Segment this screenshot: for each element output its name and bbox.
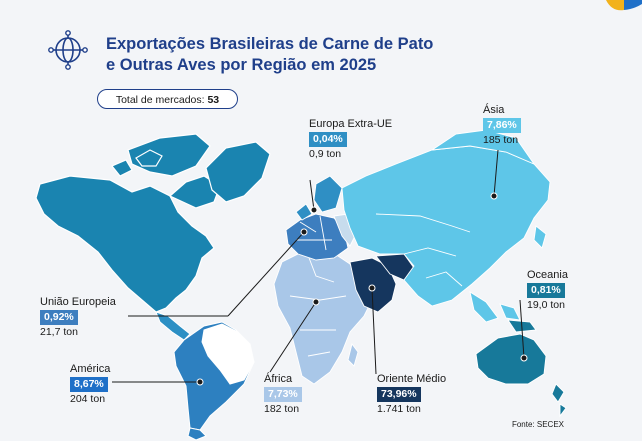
title-line-2: e Outras Aves por Região em 2025 — [106, 56, 377, 74]
total-markets-label: Total de mercados: — [115, 94, 205, 106]
callout-uniao-europeia: União Europeia 0,92% 21,7 ton — [40, 296, 116, 338]
callout-leaders — [112, 149, 525, 383]
region-share-badge: 0,81% — [527, 283, 565, 298]
marker-oceania — [520, 354, 528, 362]
callout-markers — [196, 192, 528, 386]
region-tons: 19,0 ton — [527, 299, 565, 311]
source-note: Fonte: SECEX — [511, 420, 564, 429]
marker-america — [196, 378, 204, 386]
region-tons: 1.741 ton — [377, 403, 421, 415]
region-tons: 182 ton — [264, 403, 300, 415]
region-share-badge: 7,73% — [264, 387, 302, 402]
marker-africa — [312, 298, 320, 306]
marker-oriente-medio — [368, 284, 376, 292]
marker-asia — [490, 192, 498, 200]
marker-uniao-europeia — [300, 228, 308, 236]
callout-asia: Ásia 7,86% 185 ton — [483, 104, 521, 146]
region-name: Ásia — [483, 104, 505, 116]
region-share-badge: 0,04% — [309, 132, 347, 147]
region-name: África — [264, 373, 293, 385]
region-name: Europa Extra-UE — [309, 118, 393, 130]
region-share-badge: 8,67% — [70, 377, 108, 392]
region-central-america — [155, 311, 191, 341]
region-america-north — [35, 133, 271, 313]
callout-europa-extra-ue: Europa Extra-UE 0,04% 0,9 ton — [309, 118, 392, 160]
title-line-1: Exportações Brasileiras de Carne de Pato — [106, 35, 434, 53]
total-markets-count: 53 — [207, 94, 220, 106]
corner-decoration — [606, 0, 642, 11]
region-share-badge: 7,86% — [483, 118, 521, 133]
region-tons: 21,7 ton — [40, 326, 78, 338]
region-name: Oceania — [527, 269, 568, 281]
region-africa — [273, 249, 373, 385]
page-title: Exportações Brasileiras de Carne de Pato… — [106, 34, 466, 76]
region-tons: 0,9 ton — [309, 148, 342, 160]
region-asia — [341, 129, 551, 323]
callout-africa: África 7,73% 182 ton — [264, 373, 302, 415]
region-america-south — [173, 321, 255, 441]
region-name: União Europeia — [40, 296, 116, 308]
region-tons: 204 ton — [70, 393, 106, 405]
total-markets-badge: Total de mercados: 53 — [97, 89, 238, 109]
marker-europa-extra-ue — [310, 206, 318, 214]
callout-oceania: Oceania 0,81% 19,0 ton — [527, 269, 568, 311]
region-share-badge: 0,92% — [40, 310, 78, 325]
region-tons: 185 ton — [483, 134, 519, 146]
region-name: Oriente Médio — [377, 373, 447, 385]
region-europe — [285, 175, 359, 261]
globe-network-icon — [48, 30, 88, 70]
region-share-badge: 73,96% — [377, 387, 421, 402]
callout-oriente-medio: Oriente Médio 73,96% 1.741 ton — [377, 373, 446, 415]
region-name: América — [70, 363, 111, 375]
region-oceania — [475, 319, 567, 418]
callout-america: América 8,67% 204 ton — [70, 363, 110, 405]
